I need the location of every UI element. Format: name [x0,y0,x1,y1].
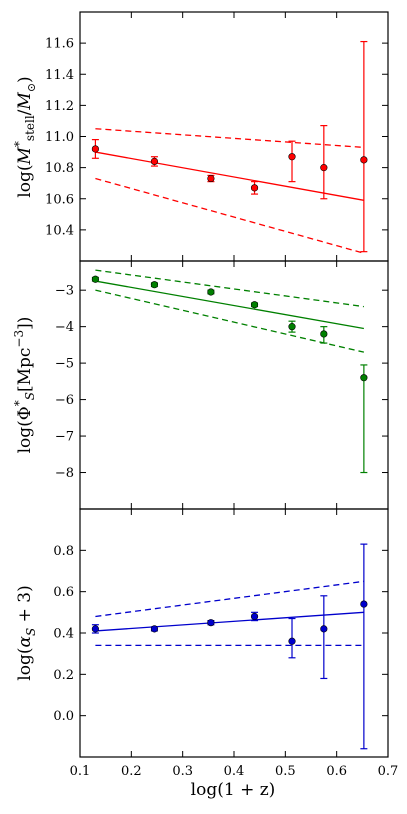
data-point [360,600,368,608]
data-point [91,275,99,283]
alpha-y-axis-label: log(αS + 3) [15,585,38,680]
y-tick-label: −8 [55,466,74,481]
upper-bound-line [95,128,364,149]
y-tick-label: 0.8 [53,544,74,559]
x-tick-label: 0.7 [378,764,399,779]
y-label-part: log( [15,648,35,681]
y-tick-label: 10.4 [45,223,74,238]
plot-frame [79,260,389,510]
plot-frame [79,508,389,758]
y-label-part: * [12,400,26,406]
y-label-part: + 3) [15,585,35,628]
y-tick-label: 10.8 [45,161,74,176]
fit-line [95,611,364,632]
y-tick-label: 11.6 [45,37,74,52]
x-tick-label: 0.4 [224,764,245,779]
data-point [207,174,215,183]
y-label-part: S [24,628,38,636]
y-label-part: ⊙ [25,83,38,92]
data-point [250,612,259,621]
data-point [288,153,296,161]
lower-bound-line [95,177,365,254]
plot-frame [79,11,389,262]
y-tick-label: 0.0 [53,709,74,724]
data-point [91,145,99,153]
phi-star-y-axis-label: log(Φ*S[Mpc−3]) [12,317,37,454]
y-tick-label: −7 [55,430,74,445]
y-tick-label: −6 [55,393,74,408]
x-axis-label: log(1 + z) [191,780,276,800]
y-label-part: stell [23,115,37,141]
y-tick-label: 11.2 [45,99,74,114]
stellar-mass-panel: 10.4 10.6 10.8 11.0 11.2 11.4 11.6 [45,11,389,262]
y-label-part: M [15,92,35,111]
y-tick-label: 10.6 [45,192,74,207]
phi-star-panel: −8 −7 −6 −5 −4 −3 [55,260,389,510]
data-point [207,288,215,296]
data-point [207,619,215,627]
data-point [320,164,328,172]
y-tick-label: 11.4 [45,68,74,83]
x-tick-label: 0.3 [172,764,193,779]
data-point [150,281,159,289]
lower-bound-line [95,289,365,353]
y-tick-label: 0.2 [53,668,74,683]
data-point [288,323,296,331]
data-point [320,330,328,338]
y-label-part: log( [15,420,35,453]
x-tick-label: 0.2 [121,764,142,779]
y-label-part: / [15,109,35,115]
y-tick-label: −4 [55,320,74,335]
y-label-part: [Mpc [15,348,35,392]
x-tick-label: 0.5 [275,764,296,779]
y-label-part: α [15,636,35,648]
data-point [250,184,259,192]
data-point [150,625,159,633]
data-point [320,625,328,633]
upper-bound-line [95,269,364,308]
y-label-part: S [23,392,37,400]
data-point [91,625,99,633]
y-label-part: M [15,147,35,166]
y-tick-label: 11.0 [45,130,74,145]
data-point [250,301,259,309]
y-tick-label: 0.6 [53,585,74,600]
y-tick-label: −5 [55,357,74,372]
fit-line [95,151,364,201]
y-label-part: * [12,141,26,147]
x-tick-label: 0.6 [326,764,347,779]
stellar-mass-y-axis-label: log(M*stell/M⊙) [12,76,38,197]
y-label-part: Φ [15,406,35,420]
y-label-part: −3 [12,330,26,348]
y-label-part: ]) [15,317,35,330]
x-tick-label: 0.1 [70,764,91,779]
alpha-panel: 0.0 0.2 0.4 0.6 0.8 0.1 0.2 0.3 0.4 0.5 0.6 0.7 [53,508,399,779]
upper-bound-line [95,580,364,618]
y-tick-label: 0.4 [53,627,74,642]
data-point [150,157,159,165]
data-point [360,374,368,382]
data-point [288,637,296,645]
y-tick-label: −3 [55,284,74,299]
fit-line [95,280,364,330]
data-point [360,156,368,164]
y-label-part: log( [15,165,35,198]
y-label-part: ) [15,76,35,83]
